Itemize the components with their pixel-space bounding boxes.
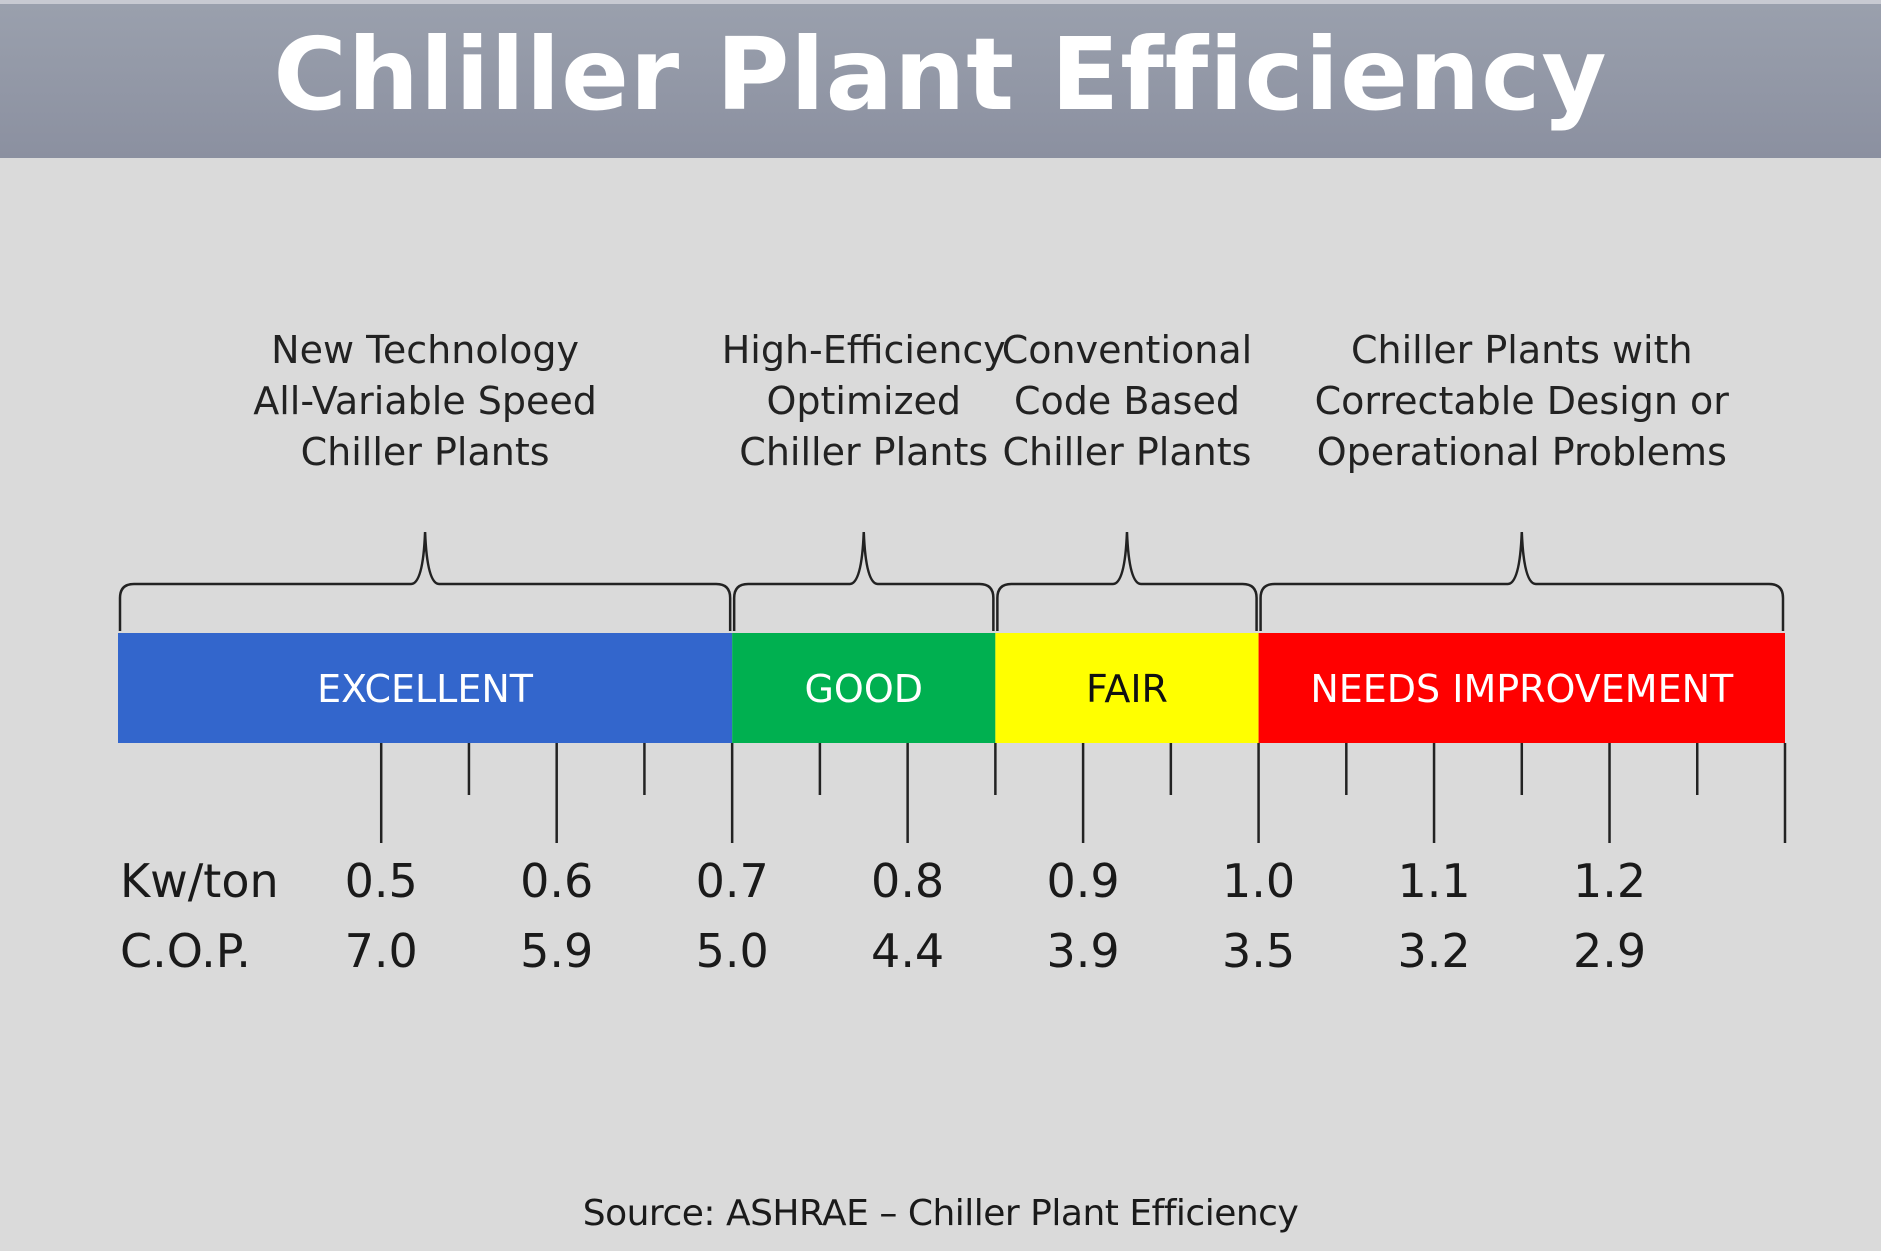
cop-value-5.9: 5.9 <box>520 924 593 978</box>
band-label-needs-improvement: NEEDS IMPROVEMENT <box>1310 667 1734 711</box>
description-fair-line-3: Chiller Plants <box>1003 430 1252 474</box>
brace-good <box>732 531 995 631</box>
band-excellent <box>118 633 733 743</box>
description-excellent-line-3: Chiller Plants <box>301 430 550 474</box>
description-needs-improvement-line-3: Operational Problems <box>1317 430 1727 474</box>
kw-ton-value-0.6: 0.6 <box>520 854 593 908</box>
description-good-line-2: Optimized <box>767 379 962 423</box>
description-excellent-line-2: All-Variable Speed <box>253 379 597 423</box>
kw-ton-value-0.7: 0.7 <box>696 854 769 908</box>
band-fair <box>995 633 1259 743</box>
description-good-line-1: High-Efficiency <box>722 328 1006 372</box>
cop-value-2.9: 2.9 <box>1573 924 1646 978</box>
row-label-kw-ton: Kw/ton <box>120 854 279 908</box>
page-title: Chliller Plant Efficiency <box>273 15 1608 133</box>
description-excellent-line-1: New Technology <box>271 328 579 372</box>
cop-value-4.4: 4.4 <box>871 924 944 978</box>
brace-fair <box>996 531 1258 631</box>
description-fair-line-2: Code Based <box>1014 379 1240 423</box>
description-needs-improvement-line-1: Chiller Plants with <box>1351 328 1693 372</box>
row-label-cop: C.O.P. <box>120 924 251 978</box>
description-good-line-3: Chiller Plants <box>739 430 988 474</box>
cop-value-3.5: 3.5 <box>1222 924 1295 978</box>
source-caption: Source: ASHRAE – Chiller Plant Efficienc… <box>582 1193 1299 1234</box>
kw-ton-value-1.0: 1.0 <box>1222 854 1295 908</box>
kw-ton-value-0.8: 0.8 <box>871 854 944 908</box>
band-label-excellent: EXCELLENT <box>317 667 534 711</box>
title-bar: Chliller Plant Efficiency <box>0 0 1881 158</box>
band-good <box>732 633 996 743</box>
brace-excellent <box>118 531 732 631</box>
description-needs-improvement-line-2: Correctable Design or <box>1315 379 1730 423</box>
band-label-fair: FAIR <box>1086 667 1168 711</box>
kw-ton-value-1.1: 1.1 <box>1397 854 1470 908</box>
kw-ton-value-0.5: 0.5 <box>345 854 418 908</box>
cop-value-3.2: 3.2 <box>1397 924 1470 978</box>
band-label-good: GOOD <box>804 667 923 711</box>
cop-value-3.9: 3.9 <box>1047 924 1120 978</box>
efficiency-scale-diagram: EXCELLENT New Technology All-Variable Spee… <box>118 328 1787 978</box>
description-fair-line-1: Conventional <box>1002 328 1252 372</box>
cop-value-5.0: 5.0 <box>696 924 769 978</box>
brace-needs-improvement <box>1259 531 1785 631</box>
kw-ton-value-0.9: 0.9 <box>1047 854 1120 908</box>
band-needs-improvement <box>1258 633 1785 743</box>
cop-value-7.0: 7.0 <box>345 924 418 978</box>
kw-ton-value-1.2: 1.2 <box>1573 854 1646 908</box>
